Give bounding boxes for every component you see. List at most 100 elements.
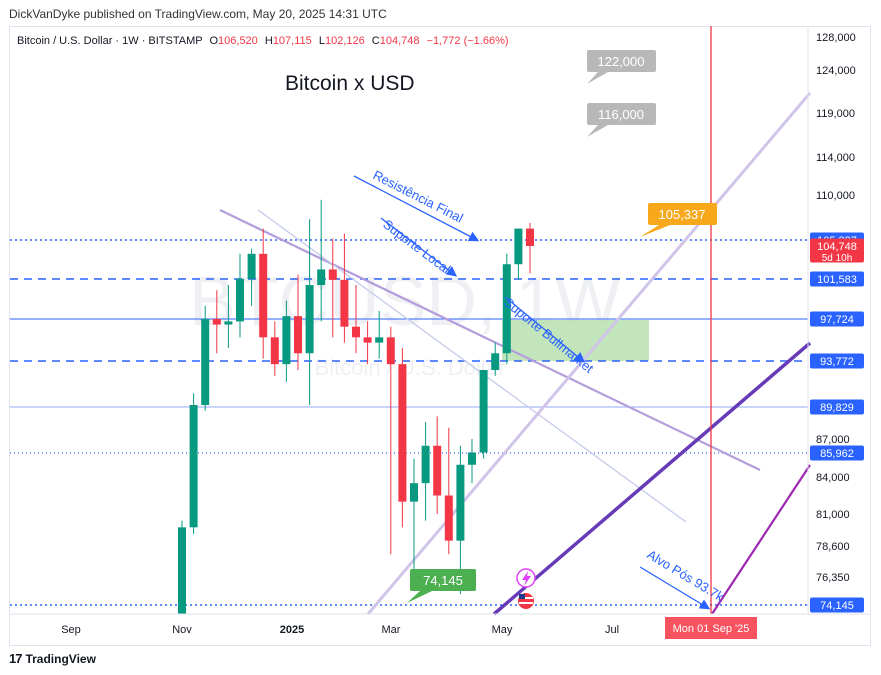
tradingview-logo-icon: 17 bbox=[9, 651, 23, 666]
tradingview-footer[interactable]: 17 TradingView bbox=[9, 651, 96, 666]
candle-body bbox=[294, 316, 302, 354]
candle-8[interactable] bbox=[270, 321, 279, 376]
price-label-text: 104,748 bbox=[817, 241, 857, 253]
candle-0[interactable] bbox=[178, 520, 186, 614]
candle-29[interactable] bbox=[514, 228, 523, 280]
symbol-legend: Bitcoin / U.S. Dollar · 1W · BITSTAMP O1… bbox=[17, 35, 509, 47]
price-label-89829: 89,829 bbox=[810, 399, 864, 415]
legend-close: 104,748 bbox=[380, 35, 420, 47]
candle-7[interactable] bbox=[259, 228, 268, 359]
candle-23[interactable] bbox=[444, 427, 453, 555]
y-tick-label: 81,000 bbox=[816, 509, 850, 521]
candle-body bbox=[247, 253, 256, 279]
candle-body bbox=[259, 253, 268, 338]
legend-high: 107,115 bbox=[273, 35, 312, 47]
candle-12[interactable] bbox=[317, 199, 326, 322]
candle-body bbox=[468, 452, 476, 465]
candle-body bbox=[270, 337, 279, 365]
legend-open: 106,520 bbox=[218, 35, 258, 47]
publisher-line: DickVanDyke published on TradingView.com… bbox=[9, 7, 387, 21]
price-label-text: 97,724 bbox=[820, 314, 854, 326]
x-tick-sep: Sep bbox=[61, 624, 81, 636]
candle-16[interactable] bbox=[363, 321, 372, 365]
candle-20[interactable] bbox=[410, 458, 418, 575]
candle-18[interactable] bbox=[386, 326, 395, 555]
horizontal-lines[interactable] bbox=[10, 239, 808, 606]
callout-122000[interactable]: 122,000 bbox=[587, 50, 656, 84]
candle-body bbox=[479, 370, 488, 453]
candle-9[interactable] bbox=[282, 300, 291, 382]
candle-body bbox=[189, 405, 198, 528]
candle-2[interactable] bbox=[201, 305, 210, 411]
legend-h-label: H bbox=[265, 35, 273, 47]
lightning-event-icon[interactable] bbox=[516, 568, 536, 588]
legend-l-label: L bbox=[319, 35, 325, 47]
legend-low: 102,126 bbox=[325, 35, 365, 47]
candle-5[interactable] bbox=[236, 253, 244, 338]
candle-body bbox=[201, 319, 210, 406]
price-label-text: 85,962 bbox=[820, 448, 854, 460]
price-label-subtext: 5d 10h bbox=[822, 253, 853, 264]
candle-body bbox=[224, 321, 233, 325]
candle-4[interactable] bbox=[224, 285, 233, 348]
y-tick-label: 87,000 bbox=[816, 434, 850, 446]
price-label-74145: 74,145 bbox=[810, 597, 864, 613]
trendline-ascending-purple bbox=[492, 341, 812, 616]
legend-o-label: O bbox=[209, 35, 218, 47]
y-tick-label: 124,000 bbox=[816, 65, 856, 77]
candle-body bbox=[352, 326, 360, 338]
price-label-101583: 101,583 bbox=[810, 271, 864, 287]
candle-1[interactable] bbox=[189, 393, 198, 534]
candle-14[interactable] bbox=[340, 233, 349, 343]
candle-body bbox=[526, 228, 534, 246]
candle-11[interactable] bbox=[305, 219, 314, 406]
candle-6[interactable] bbox=[247, 248, 256, 306]
candle-10[interactable] bbox=[294, 274, 302, 371]
us-flag-icon[interactable] bbox=[518, 593, 534, 609]
y-tick-label: 84,000 bbox=[816, 472, 850, 484]
candle-body bbox=[456, 464, 465, 541]
candle-13[interactable] bbox=[328, 238, 337, 338]
candle-body bbox=[305, 285, 314, 354]
y-tick-label: 128,000 bbox=[816, 32, 856, 44]
candle-26[interactable] bbox=[479, 370, 488, 459]
candle-22[interactable] bbox=[433, 416, 442, 514]
candle-3[interactable] bbox=[212, 290, 221, 354]
callout-74145[interactable]: 74,145 bbox=[407, 569, 476, 603]
annotation-arrows[interactable] bbox=[353, 175, 711, 610]
y-tick-label: 119,000 bbox=[816, 108, 855, 120]
candle-21[interactable] bbox=[421, 422, 430, 521]
x-tick-mar: Mar bbox=[382, 624, 401, 636]
candle-body bbox=[421, 445, 430, 484]
legend-symbol: Bitcoin / U.S. Dollar · 1W · BITSTAMP bbox=[17, 35, 202, 47]
arrow-suporte-local bbox=[380, 217, 458, 277]
candle-body bbox=[433, 445, 442, 496]
svg-text:Bitcoin / U.S. Dollar · 1W · B: Bitcoin / U.S. Dollar · 1W · BITSTAMP O1… bbox=[17, 35, 509, 47]
tradingview-brand: TradingView bbox=[25, 651, 96, 666]
arrow-alvo bbox=[639, 566, 711, 610]
candle-body bbox=[282, 316, 291, 365]
candle-19[interactable] bbox=[398, 347, 407, 528]
callout-105337[interactable]: 105,337 bbox=[640, 203, 717, 237]
candle-body bbox=[317, 269, 326, 286]
candle-body bbox=[328, 269, 337, 280]
price-label-93772: 93,772 bbox=[810, 353, 864, 369]
candle-body bbox=[178, 527, 186, 614]
candles[interactable] bbox=[178, 199, 534, 614]
candle-17[interactable] bbox=[375, 310, 384, 359]
candle-body bbox=[375, 337, 384, 343]
trendline-ascending-light bbox=[366, 92, 812, 615]
x-tick-jul: Jul bbox=[605, 624, 619, 636]
candle-15[interactable] bbox=[352, 285, 360, 354]
candle-25[interactable] bbox=[468, 439, 476, 484]
candle-28[interactable] bbox=[502, 253, 511, 365]
candle-body bbox=[236, 278, 244, 322]
candle-30[interactable] bbox=[526, 222, 534, 274]
candle-body bbox=[212, 319, 221, 325]
arrow-suporte-bullmarket bbox=[504, 296, 586, 363]
callout-116000[interactable]: 116,000 bbox=[587, 103, 656, 137]
candle-body bbox=[386, 337, 395, 365]
candle-27[interactable] bbox=[491, 342, 500, 376]
